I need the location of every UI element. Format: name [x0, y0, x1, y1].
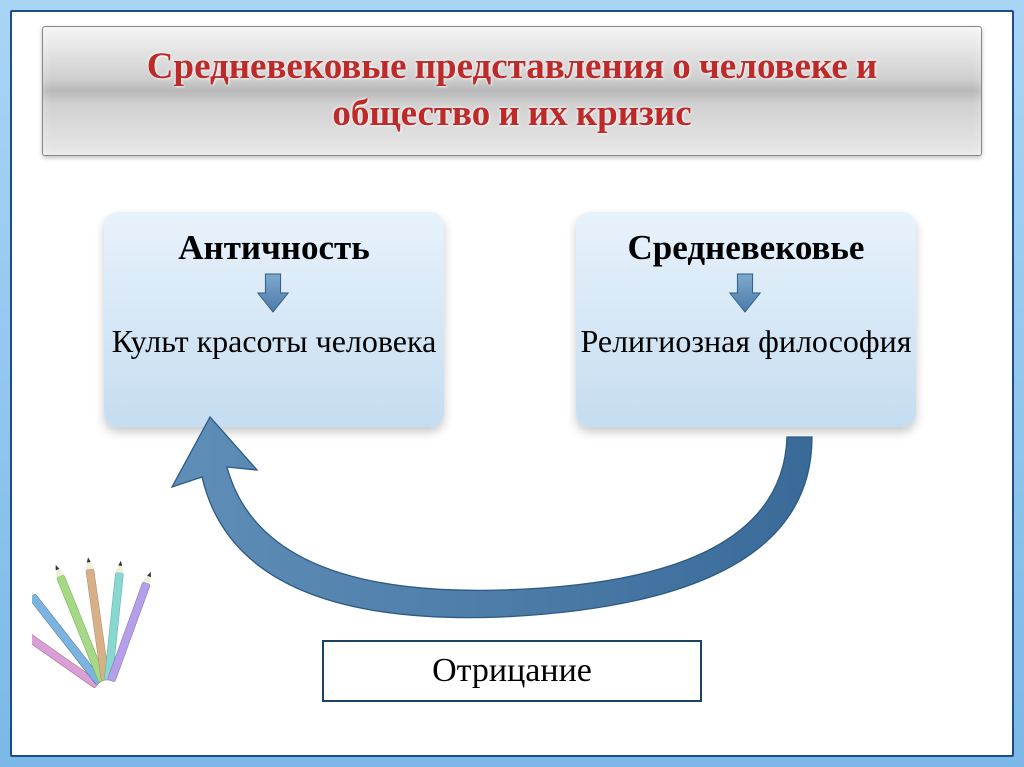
box-medieval-sub: Религиозная философия [580, 322, 911, 361]
slide-frame: Средневековые представления о человеке и… [10, 10, 1014, 757]
box-antiquity-sub: Культ красоты человека [112, 322, 437, 361]
pencils-icon [32, 552, 182, 702]
box-antiquity: Античность Культ красоты человека [104, 212, 444, 427]
box-medieval-title: Средневековье [628, 228, 865, 268]
title-banner: Средневековые представления о человеке и… [42, 26, 982, 156]
curved-arrow-icon [92, 412, 942, 672]
negation-label: Отрицание [432, 652, 592, 690]
down-arrow-icon [726, 272, 764, 314]
box-antiquity-title: Античность [178, 228, 369, 268]
down-arrow-icon [254, 272, 292, 314]
negation-box: Отрицание [322, 640, 702, 702]
slide-title: Средневековые представления о человеке и… [73, 44, 951, 139]
box-medieval: Средневековье Религиозная философия [576, 212, 916, 427]
